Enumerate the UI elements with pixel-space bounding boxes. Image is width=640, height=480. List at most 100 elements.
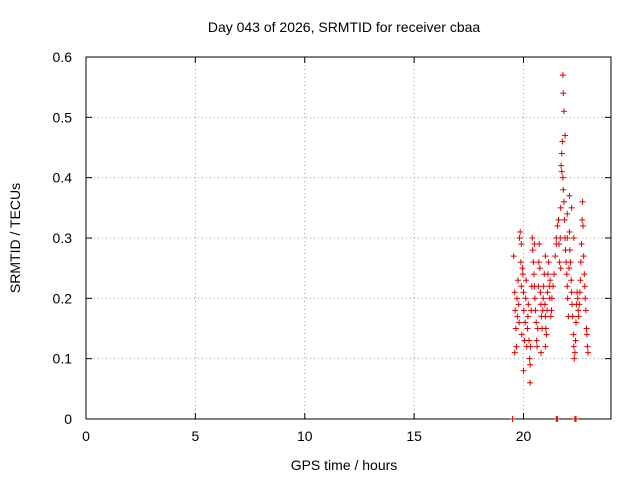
data-point [555,216,562,223]
y-tick-label: 0 [64,411,72,427]
data-point [572,337,579,344]
data-point [531,271,537,278]
data-point [556,259,563,266]
data-point [573,416,579,422]
chart-title: Day 043 of 2026, SRMTID for receiver cba… [208,19,481,35]
data-point [550,283,557,290]
data-point [541,301,548,308]
data-point [574,295,581,302]
data-point [515,301,522,308]
data-point [513,295,520,302]
data-point [542,253,549,260]
data-point [527,361,534,368]
data-point [520,289,527,296]
data-point [560,186,567,193]
data-point [563,271,570,278]
data-point [522,295,529,302]
y-tick-label: 0.2 [53,290,73,306]
y-tick-label: 0.3 [53,230,73,246]
data-point [580,222,586,229]
data-point [523,277,530,284]
data-point [524,313,531,320]
data-point [535,283,542,290]
data-point [560,198,567,205]
data-point [560,108,567,115]
data-point [564,295,571,302]
data-point [568,204,575,211]
data-point [566,192,573,199]
data-point [531,295,538,302]
data-point [517,259,524,266]
data-point [522,319,529,326]
data-point [552,253,559,260]
data-point [511,289,518,296]
data-point [537,289,544,296]
data-point [564,235,571,241]
x-tick-labels: 0 5 10 15 20 [82,428,531,444]
data-point [530,259,537,266]
y-tick-label: 0.5 [53,109,73,125]
data-point [509,416,516,422]
data-point [579,198,586,205]
data-point [559,138,566,145]
data-point [571,355,578,362]
y-tick-label: 0.6 [53,49,73,65]
data-point [533,319,540,326]
data-point [558,168,565,175]
data-point [581,271,588,278]
data-point [548,295,555,302]
data-point [579,216,586,223]
data-point [554,416,561,422]
data-point [531,241,538,248]
data-point [542,325,549,332]
data-point [581,283,588,290]
data-point [577,259,584,266]
data-point [511,349,518,356]
data-point [520,367,527,374]
data-point [516,235,523,241]
data-point [533,337,540,344]
data-point [566,265,572,272]
data-point [527,379,534,386]
x-axis-label: GPS time / hours [291,457,398,473]
data-point [529,235,536,241]
data-point [543,331,550,338]
data-point [561,216,568,223]
data-points [509,72,592,422]
data-point [564,283,571,290]
data-point [557,204,564,211]
x-tick-label: 10 [297,428,313,444]
data-point [548,307,555,314]
data-point [510,253,517,260]
data-point [583,325,590,332]
data-point [526,355,533,362]
data-point [536,265,543,272]
data-point [578,241,585,248]
data-point [576,289,583,296]
data-point [540,295,547,302]
data-point [518,241,525,248]
x-tick-label: 20 [516,428,532,444]
data-point [518,331,525,338]
data-point [564,210,571,217]
data-point [576,301,583,308]
data-point [547,277,554,284]
data-point [538,349,544,356]
data-point [558,150,565,157]
x-tick-label: 15 [406,428,422,444]
y-tick-label: 0.4 [53,170,73,186]
data-point [545,259,552,266]
data-point [575,313,582,320]
data-point [519,265,526,272]
data-point [514,313,521,320]
data-point [567,259,574,266]
data-point [554,222,561,229]
data-point [562,132,569,139]
data-point [568,289,575,296]
data-point [582,295,589,302]
x-tick-label: 0 [82,428,90,444]
data-point [512,307,519,314]
data-point [524,325,531,332]
y-tick-labels: 0 0.1 0.2 0.3 0.4 0.5 0.6 [53,49,73,427]
